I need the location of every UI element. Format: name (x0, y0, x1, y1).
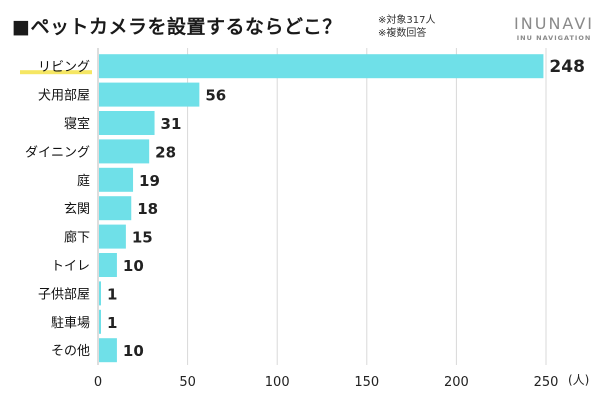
value-labels: 248 56 31 28 19 18 15 10 1 1 10 (107, 57, 585, 360)
value-label-5: 18 (137, 200, 158, 218)
bar-3 (99, 139, 150, 164)
bar-5 (99, 196, 132, 221)
brand-logo: INUNAVI INU NAVIGATION (514, 14, 594, 42)
category-label-8: 子供部屋 (38, 287, 90, 302)
value-label-6: 15 (132, 229, 153, 247)
logo-sub-text: INU NAVIGATION (516, 34, 592, 42)
x-tick-labels: 0 50 100 150 200 250 (人) (94, 373, 590, 390)
chart-title: ■ペットカメラを設置するならどこ？ (12, 16, 342, 38)
category-label-1: 犬用部屋 (38, 89, 90, 104)
chart-notes: ※対象317人 ※複数回答 (378, 14, 435, 40)
category-label-10: その他 (51, 344, 90, 359)
category-label-4: 庭 (77, 173, 90, 189)
x-tick-150: 150 (354, 375, 379, 390)
value-label-3: 28 (155, 143, 176, 161)
value-label-4: 19 (139, 172, 160, 190)
bar-1 (99, 82, 200, 107)
x-tick-50: 50 (179, 375, 196, 390)
bar-7 (99, 253, 117, 277)
category-label-5: 玄関 (64, 202, 90, 217)
x-tick-200: 200 (444, 375, 469, 390)
note-sample-size: ※対象317人 (378, 15, 436, 26)
bar-10 (99, 338, 117, 363)
x-tick-0: 0 (94, 375, 102, 390)
bar-0 (99, 54, 544, 79)
note-multiple-answers: ※複数回答 (378, 28, 427, 39)
bar-4 (99, 167, 134, 192)
value-label-10: 10 (123, 342, 144, 360)
category-label-3: ダイニング (25, 145, 90, 160)
highlight-underline (20, 70, 92, 75)
value-label-0: 248 (549, 57, 585, 77)
bar-6 (99, 224, 126, 249)
x-unit-label: (人) (568, 373, 589, 387)
category-label-2: 寝室 (64, 116, 90, 132)
bars (99, 54, 544, 363)
category-label-7: トイレ (51, 259, 90, 274)
value-label-8: 1 (107, 285, 117, 303)
logo-main-text: INUNAVI (514, 14, 594, 33)
value-label-2: 31 (161, 115, 182, 133)
value-label-7: 10 (123, 257, 144, 275)
category-label-0: リビング (38, 60, 90, 75)
bar-9 (99, 309, 101, 334)
category-label-6: 廊下 (64, 230, 90, 246)
value-label-9: 1 (107, 314, 117, 332)
bar-2 (99, 111, 155, 135)
value-label-1: 56 (205, 87, 226, 105)
x-tick-250: 250 (534, 375, 559, 390)
category-label-9: 駐車場 (51, 316, 90, 331)
x-tick-100: 100 (265, 375, 290, 390)
bar-8 (99, 281, 101, 306)
